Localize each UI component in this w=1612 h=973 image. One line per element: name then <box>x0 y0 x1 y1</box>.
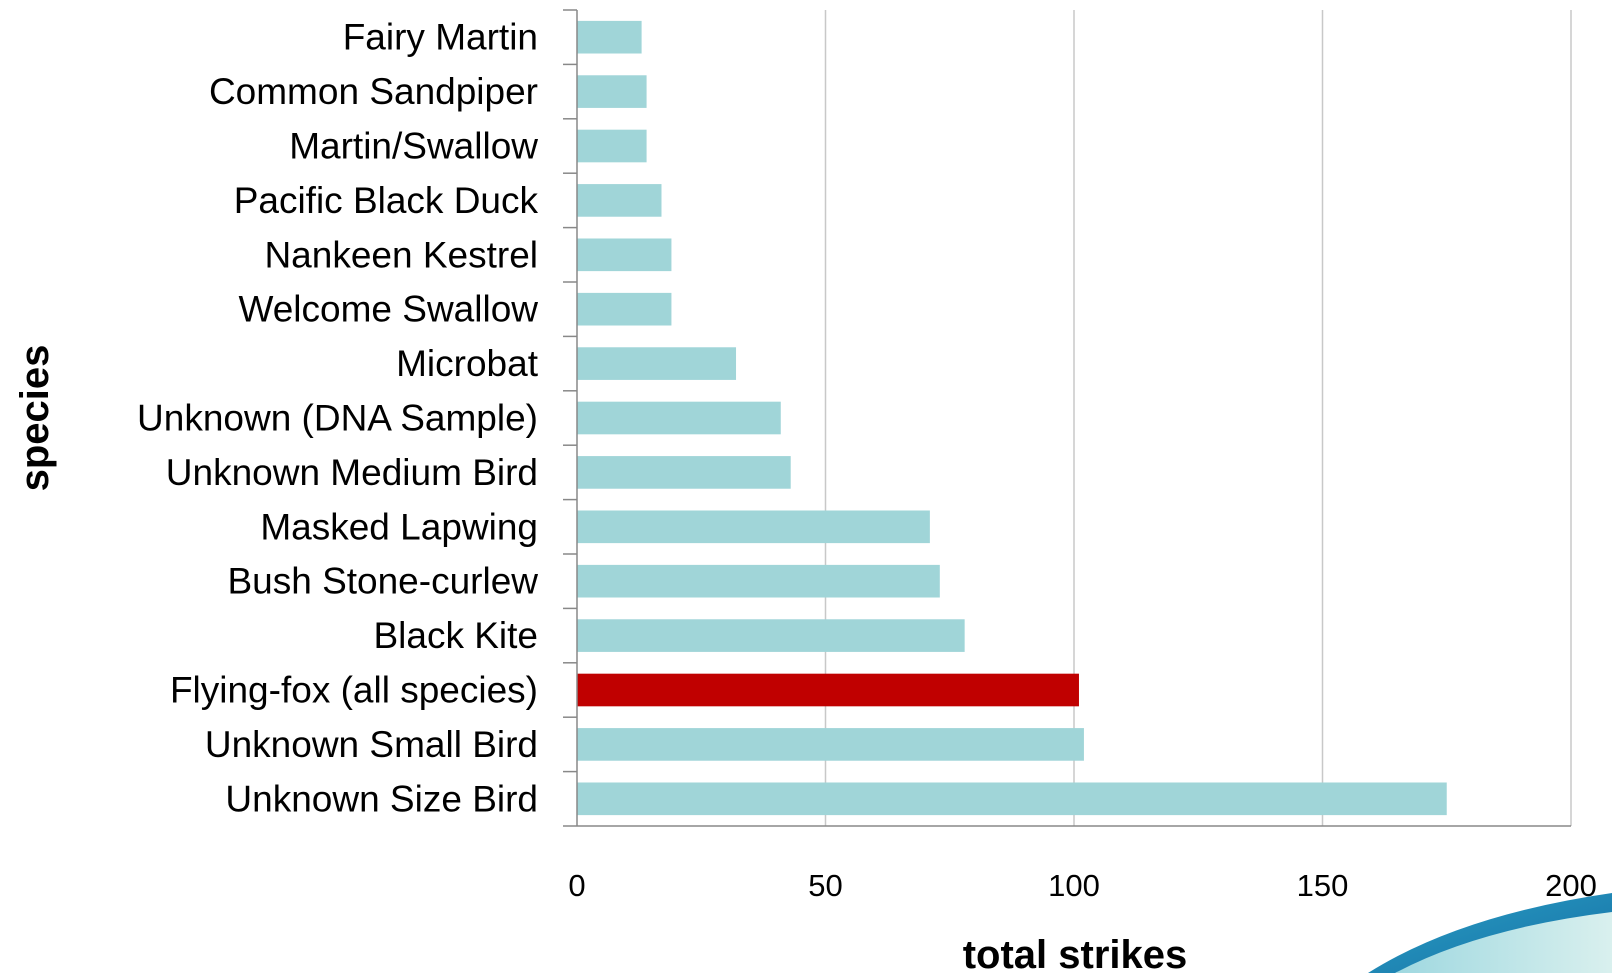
x-tick-labels: 0 50 100 150 200 <box>568 868 1596 903</box>
bar <box>577 728 1084 761</box>
axes <box>563 9 1571 827</box>
decorative-swoosh <box>1368 893 1612 973</box>
bar <box>577 20 642 54</box>
category-label: Martin/Swallow <box>289 126 538 167</box>
bar <box>577 75 647 108</box>
x-tick-label: 0 <box>568 868 585 903</box>
bar <box>577 564 940 598</box>
category-label: Common Sandpiper <box>209 71 538 112</box>
category-label: Unknown Size Bird <box>225 778 538 819</box>
bar <box>577 129 647 163</box>
x-tick-label: 50 <box>808 868 842 903</box>
bar <box>577 456 791 489</box>
bar <box>577 619 965 652</box>
bar <box>577 673 1079 707</box>
category-label: Bush Stone-curlew <box>227 561 538 602</box>
category-label: Masked Lapwing <box>260 506 538 547</box>
x-tick-label: 100 <box>1048 868 1100 903</box>
bar <box>577 238 672 272</box>
bar <box>577 401 781 435</box>
x-axis-title: total strikes <box>963 933 1188 973</box>
category-label: Unknown Medium Bird <box>166 452 538 493</box>
category-label: Black Kite <box>373 615 538 656</box>
category-label: Pacific Black Duck <box>234 180 539 221</box>
bar <box>577 184 662 217</box>
bar <box>577 782 1447 816</box>
category-label: Nankeen Kestrel <box>264 234 538 275</box>
category-label: Fairy Martin <box>343 17 538 58</box>
y-axis-title: species <box>13 345 57 492</box>
x-tick-label: 150 <box>1297 868 1349 903</box>
bars <box>577 20 1447 816</box>
bar <box>577 347 737 380</box>
category-labels: Fairy Martin Common Sandpiper Martin/Swall… <box>137 17 539 820</box>
category-label: Welcome Swallow <box>238 289 538 330</box>
bar <box>577 510 930 544</box>
category-label: Flying-fox (all species) <box>170 670 538 711</box>
category-label: Unknown Small Bird <box>205 724 538 765</box>
bar <box>577 292 672 326</box>
category-label: Unknown (DNA Sample) <box>137 398 538 439</box>
category-label: Microbat <box>396 343 539 384</box>
